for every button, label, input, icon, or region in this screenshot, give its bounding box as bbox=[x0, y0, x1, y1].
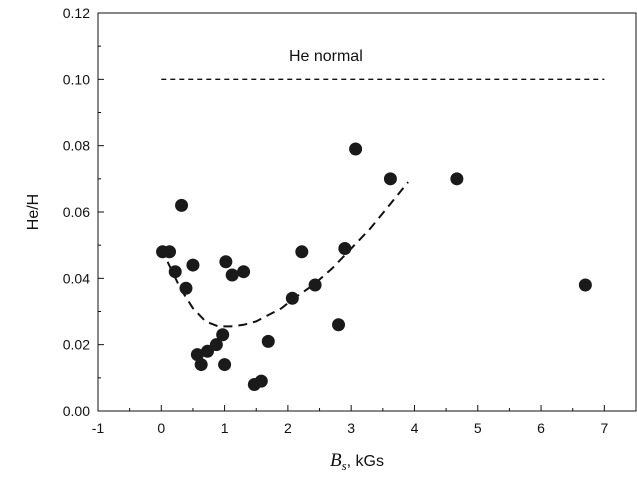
data-point bbox=[219, 255, 233, 269]
x-tick-label: 0 bbox=[157, 420, 165, 436]
data-point bbox=[194, 358, 208, 372]
data-point bbox=[578, 278, 592, 292]
data-point bbox=[225, 268, 239, 282]
x-tick-label: 3 bbox=[347, 420, 355, 436]
y-tick-label: 0.00 bbox=[63, 403, 90, 419]
x-tick-label: 1 bbox=[221, 420, 229, 436]
data-point bbox=[175, 198, 189, 212]
x-tick-label: 4 bbox=[411, 420, 419, 436]
data-point bbox=[216, 328, 230, 342]
data-point bbox=[308, 278, 322, 292]
data-point bbox=[261, 334, 275, 348]
x-axis-title-unit: , kGs bbox=[347, 453, 384, 470]
x-axis-title-symbol: B bbox=[330, 450, 342, 471]
y-axis-title: He/H bbox=[25, 194, 42, 230]
data-point bbox=[285, 291, 299, 305]
y-tick-label: 0.12 bbox=[63, 5, 90, 21]
y-tick-label: 0.04 bbox=[63, 270, 90, 286]
data-point bbox=[209, 338, 223, 352]
data-point bbox=[200, 344, 214, 358]
data-point bbox=[349, 142, 363, 156]
data-point bbox=[168, 265, 182, 279]
annotation-he-normal: He normal bbox=[289, 48, 363, 65]
y-tick-label: 0.02 bbox=[63, 337, 90, 353]
data-point bbox=[338, 241, 352, 255]
x-tick-label: -1 bbox=[92, 420, 105, 436]
data-point bbox=[254, 374, 268, 388]
x-tick-label: 2 bbox=[284, 420, 292, 436]
y-tick-label: 0.06 bbox=[63, 204, 90, 220]
x-axis-title: Bs, kGs bbox=[330, 450, 384, 473]
x-tick-label: 6 bbox=[537, 420, 545, 436]
x-tick-label: 5 bbox=[474, 420, 482, 436]
x-tick-label: 7 bbox=[600, 420, 608, 436]
data-point bbox=[186, 258, 200, 272]
x-axis-title-subscript: s bbox=[342, 458, 347, 473]
data-point bbox=[237, 265, 251, 279]
data-point bbox=[163, 245, 177, 259]
y-axis-ticks: 0.00 0.02 0.04 0.06 0.08 0.10 0.12 bbox=[63, 5, 104, 419]
data-point bbox=[383, 172, 397, 186]
x-axis-ticks: -1 0 1 2 3 4 5 6 7 bbox=[92, 405, 637, 436]
y-tick-label: 0.08 bbox=[63, 138, 90, 154]
y-tick-label: 0.10 bbox=[63, 71, 90, 87]
data-point bbox=[218, 358, 232, 372]
data-point bbox=[450, 172, 464, 186]
data-points bbox=[156, 142, 592, 391]
fit-curve bbox=[166, 181, 409, 328]
data-point bbox=[190, 348, 204, 362]
plot-frame bbox=[97, 12, 637, 412]
data-point bbox=[332, 318, 346, 332]
data-point bbox=[179, 281, 193, 295]
data-point bbox=[295, 245, 309, 259]
